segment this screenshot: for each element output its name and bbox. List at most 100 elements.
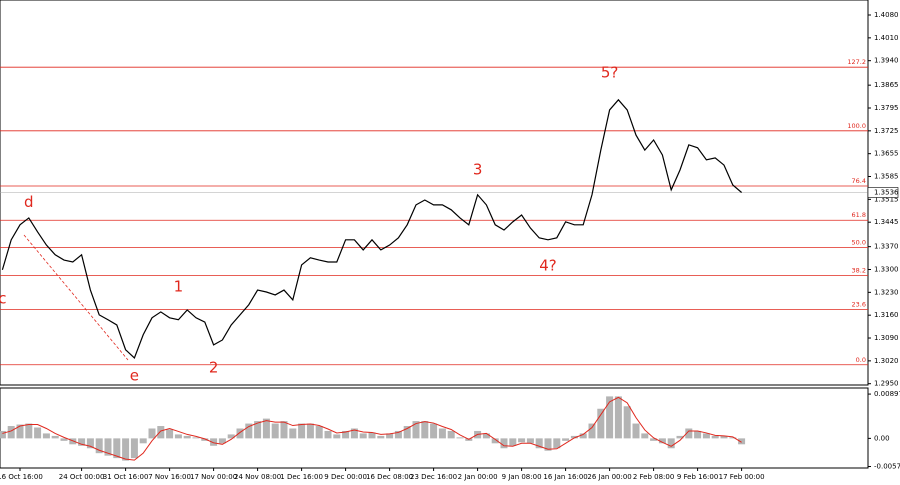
histogram-bar <box>368 432 376 439</box>
histogram-bar <box>491 438 499 444</box>
histogram-bar <box>139 438 147 444</box>
x-tick-label: 2 Feb 08:00 <box>633 473 674 481</box>
histogram-bar <box>236 428 244 439</box>
y-tick-label: 1.3445 <box>874 218 899 226</box>
histogram-bar <box>676 435 684 439</box>
histogram-bar <box>430 423 438 439</box>
histogram-bar <box>658 438 666 444</box>
histogram-bar <box>245 423 253 439</box>
histogram-bar <box>394 430 402 439</box>
y-tick-label: 1.3585 <box>874 173 899 181</box>
histogram-bar <box>86 438 94 449</box>
histogram-bar <box>597 408 605 439</box>
histogram-bar <box>262 418 270 439</box>
histogram-bar <box>42 433 50 439</box>
y-tick-label: 1.3865 <box>874 81 899 89</box>
histogram-bar <box>122 438 130 461</box>
histogram-bar <box>324 430 332 439</box>
histogram-bar <box>192 437 200 439</box>
y-tick-label: 1.3795 <box>874 104 899 112</box>
histogram-bar <box>271 423 279 439</box>
histogram-bar <box>711 435 719 439</box>
x-tick-label: 2 Jan 00:00 <box>458 473 498 481</box>
histogram-bar <box>438 428 446 439</box>
wave-label: 4? <box>539 256 557 274</box>
histogram-bar <box>518 438 526 443</box>
wave-label: 5? <box>601 64 619 82</box>
histogram-bar <box>526 438 534 444</box>
histogram-bar <box>34 427 42 439</box>
y-tick-label: 1.3725 <box>874 127 899 135</box>
y-tick-label: 1.3370 <box>874 243 899 251</box>
histogram-bar <box>456 437 464 439</box>
histogram-bar <box>509 438 517 446</box>
fib-label: 50.0 <box>852 239 866 247</box>
histogram-bar <box>535 438 543 449</box>
y-tick-label: 1.4010 <box>874 34 899 42</box>
wave-label: 1 <box>174 277 184 295</box>
y-tick-label: 1.3655 <box>874 150 899 158</box>
histogram-bar <box>280 421 288 439</box>
histogram-bar <box>720 435 728 439</box>
histogram-bar <box>685 428 693 439</box>
histogram-bar <box>606 396 614 439</box>
histogram-bar <box>25 423 33 439</box>
fib-label: 127.2 <box>847 58 866 66</box>
x-tick-label: 16 Oct 16:00 <box>0 473 43 481</box>
x-tick-label: 9 Dec 00:00 <box>324 473 367 481</box>
histogram-bar <box>78 438 86 446</box>
histogram-bar <box>104 438 112 456</box>
last-price-box <box>867 187 899 198</box>
histogram-bar <box>51 435 59 439</box>
histogram-bar <box>403 426 411 439</box>
x-tick-label: 9 Feb 16:00 <box>677 473 718 481</box>
y-tick-label: 0.00897 <box>874 390 900 398</box>
histogram-bar <box>614 396 622 439</box>
histogram-bar <box>350 428 358 439</box>
histogram-bar <box>694 430 702 439</box>
fib-label: 76.4 <box>852 177 866 185</box>
x-tick-label: 31 Oct 16:00 <box>103 473 149 481</box>
histogram-bar <box>183 435 191 439</box>
histogram-bar <box>60 438 68 441</box>
y-tick-label: -0.0057 <box>874 463 900 471</box>
histogram-bar <box>553 438 561 449</box>
histogram-bar <box>333 434 341 439</box>
histogram-bar <box>562 438 570 441</box>
y-tick-label: 1.3300 <box>874 266 899 274</box>
histogram-bar <box>227 434 235 439</box>
histogram-bar <box>447 430 455 439</box>
y-tick-label: 1.3230 <box>874 288 899 296</box>
histogram-bar <box>174 434 182 439</box>
last-price-label: 1.3536 <box>874 189 899 197</box>
signal-line <box>2 396 742 461</box>
histogram-bar <box>570 435 578 439</box>
x-tick-label: 26 Jan 00:00 <box>587 473 631 481</box>
fib-label: 23.6 <box>852 301 866 309</box>
fib-label: 61.8 <box>852 211 866 219</box>
wave-label: e <box>130 366 139 384</box>
x-tick-label: 7 Nov 16:00 <box>148 473 191 481</box>
x-tick-label: 9 Jan 08:00 <box>502 473 542 481</box>
histogram-bar <box>544 438 552 451</box>
histogram-bar <box>500 438 508 449</box>
fib-label: 38.2 <box>852 266 866 274</box>
histogram-bar <box>623 406 631 439</box>
histogram-bar <box>130 438 138 459</box>
histogram-bar <box>588 423 596 439</box>
histogram-bar <box>359 433 367 439</box>
histogram-bar <box>641 433 649 439</box>
histogram-bar <box>342 430 350 439</box>
histogram-bar <box>0 430 6 439</box>
histogram-bar <box>113 438 121 459</box>
y-tick-label: 1.3020 <box>874 357 899 365</box>
histogram-bar <box>412 421 420 439</box>
histogram-bar <box>377 435 385 439</box>
histogram-bar <box>201 438 209 441</box>
y-tick-label: 1.3515 <box>874 195 899 203</box>
trend-line <box>23 234 129 361</box>
y-tick-label: 0.00 <box>874 434 890 442</box>
histogram-bar <box>667 438 675 449</box>
fib-label: 100.0 <box>847 122 866 130</box>
